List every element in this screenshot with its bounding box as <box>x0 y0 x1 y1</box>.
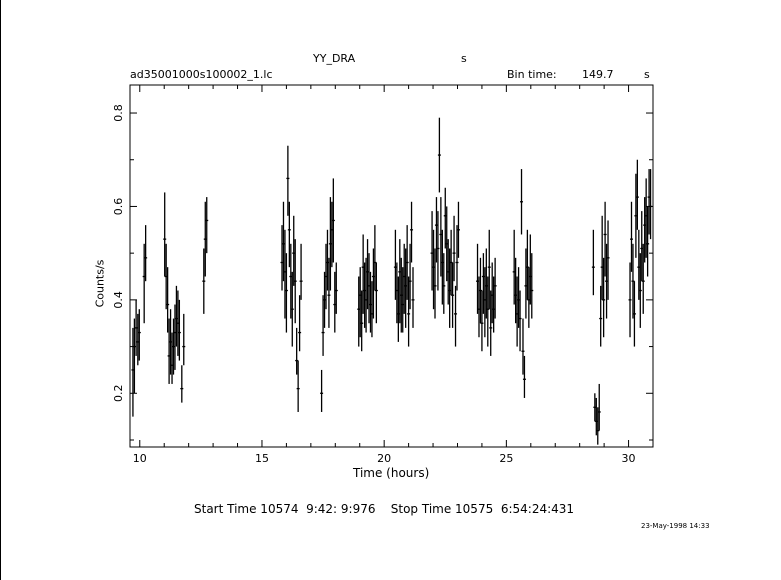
x-tick-label: 15 <box>255 452 269 465</box>
file-label: ad35001000s100002_1.lc <box>130 68 273 81</box>
start-stop-time: Start Time 10574 9:42: 9:976 Stop Time 1… <box>194 502 575 516</box>
y-axis-ticks: 0.2 0.4 0.6 0.8 <box>112 104 653 441</box>
chart-title: YY_DRA <box>313 52 356 65</box>
chart-title-suffix: s <box>461 52 467 65</box>
y-tick-label: 0.8 <box>112 104 125 122</box>
x-tick-label: 30 <box>622 452 636 465</box>
bin-time-label: Bin time: <box>507 68 557 81</box>
bin-time-value: 149.7 <box>582 68 614 81</box>
plot-area <box>129 84 654 448</box>
y-tick-label: 0.2 <box>112 385 125 403</box>
y-axis-label: Counts/s <box>93 259 107 308</box>
y-tick-label: 0.6 <box>112 198 125 216</box>
y-tick-label: 0.4 <box>112 291 125 309</box>
plot-frame <box>129 84 654 448</box>
x-tick-label: 25 <box>499 452 513 465</box>
x-axis-ticks: 10 15 20 25 30 <box>133 85 654 465</box>
bin-time-unit: s <box>644 68 650 81</box>
timestamp: 23-May-1998 14:33 <box>641 522 710 530</box>
x-tick-label: 10 <box>133 452 147 465</box>
data-series <box>131 117 653 445</box>
x-axis-label: Time (hours) <box>353 466 430 480</box>
x-tick-label: 20 <box>377 452 391 465</box>
window-border <box>0 0 1 580</box>
